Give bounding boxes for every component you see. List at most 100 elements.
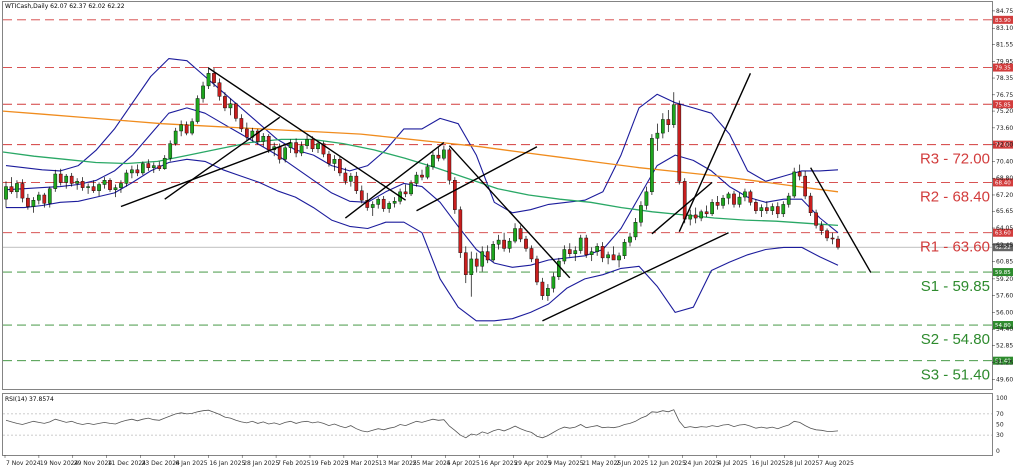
candle-body-116	[639, 205, 643, 223]
sma-green	[2, 138, 839, 227]
candle-body-41	[228, 103, 233, 109]
candle-body-149	[819, 225, 824, 231]
candle-body-73	[403, 191, 408, 195]
candle-body-133	[732, 193, 736, 205]
y-tick-label-2: 81.55	[996, 41, 1013, 48]
rsi-title: RSI(14) 37.8574	[5, 396, 54, 403]
candle-body-136	[748, 191, 753, 203]
candle-body-127	[699, 211, 704, 219]
x-tick-label-1: 19 Nov 2024	[40, 460, 79, 467]
x-tick-label-17: 21 May 2025	[582, 460, 621, 467]
candle-body-14	[80, 181, 85, 188]
x-tick-label-19: 12 Jun 2025	[650, 460, 686, 467]
level-label-r1: R1 - 63.60	[920, 239, 990, 256]
candle-body-62	[343, 172, 348, 182]
x-tick-label-10: 3 Mar 2025	[345, 460, 379, 467]
candle-body-122	[671, 104, 676, 125]
level-tag-text-s2: 54.80	[995, 323, 1011, 329]
candle-body-65	[359, 190, 364, 201]
x-tick-label-4: 23 Dec 2024	[142, 460, 181, 467]
candle-body-50	[277, 146, 282, 160]
candle-body-104	[573, 250, 578, 254]
rsi-pane-frame	[2, 393, 993, 456]
candle-body-96	[529, 248, 534, 260]
candle-body-69	[381, 198, 386, 209]
level-tag-text-r3: 72.00	[995, 143, 1011, 149]
y-tick-label-13: 64.05	[996, 225, 1013, 232]
candle-body-68	[376, 198, 381, 205]
candle-body-90	[496, 239, 501, 245]
x-tick-label-6: 16 Jan 2025	[209, 460, 245, 467]
candle-body-84	[463, 252, 468, 275]
candle-body-48	[266, 136, 271, 151]
candle-body-92	[507, 240, 512, 249]
x-tick-label-2: 29 Nov 2024	[74, 460, 113, 467]
y-tick-label-10: 68.80	[996, 175, 1013, 182]
y-tick-label-0: 84.75	[996, 8, 1013, 15]
bollinger-upper	[5, 58, 839, 214]
rsi-tick-label-1: 70	[996, 411, 1004, 418]
level-tag-r1	[993, 228, 1013, 237]
rsi-tick-label-4: 0	[996, 448, 1000, 455]
candle-body-28	[157, 165, 162, 169]
candle-body-8	[47, 188, 52, 204]
y-tick-label-7: 73.60	[996, 125, 1013, 132]
trendline-1	[164, 116, 281, 200]
x-tick-label-24: 7 Aug 2025	[819, 460, 854, 467]
y-tick-label-5: 76.75	[996, 92, 1013, 99]
candle-body-95	[524, 238, 528, 249]
x-tick-label-9: 19 Feb 2025	[311, 460, 349, 467]
rsi-tick-label-2: 50	[996, 422, 1004, 429]
candle-body-98	[540, 281, 545, 296]
candle-body-106	[584, 237, 589, 255]
x-tick-label-21: 4 Jul 2025	[718, 460, 748, 467]
trendline-0	[120, 141, 291, 208]
y-tick-label-8: 72.00	[996, 142, 1013, 149]
candle-body-150	[825, 230, 829, 239]
candle-body-82	[453, 180, 457, 210]
candle-body-140	[770, 206, 775, 211]
level-label-r2: R2 - 68.40	[920, 188, 990, 205]
candle-body-146	[803, 175, 808, 197]
level-label-s2: S2 - 54.80	[921, 331, 990, 348]
candle-body-113	[622, 241, 627, 257]
candle-body-123	[677, 104, 682, 182]
rsi-line	[5, 409, 839, 439]
y-tick-label-16: 59.20	[996, 276, 1013, 283]
trendline-5	[448, 145, 571, 279]
candle-body-17	[97, 184, 101, 191]
candle-body-110	[606, 254, 610, 259]
candle-body-128	[704, 211, 709, 215]
candle-body-46	[255, 130, 260, 142]
candle-body-80	[442, 149, 446, 159]
candle-body-47	[261, 136, 266, 142]
x-tick-label-22: 16 Jul 2025	[752, 460, 786, 467]
candle-body-31	[173, 130, 178, 144]
bollinger-middle	[5, 107, 839, 268]
candle-body-22	[124, 172, 129, 184]
candle-body-89	[491, 244, 495, 261]
x-tick-label-3: 11 Dec 2024	[108, 460, 147, 467]
level-tag-r3	[993, 140, 1013, 149]
x-tick-label-16: 9 May 2025	[548, 460, 583, 467]
y-tick-label-9: 70.40	[996, 158, 1013, 165]
candle-body-12	[69, 175, 74, 184]
candle-body-44	[244, 128, 249, 138]
trendline-7	[651, 181, 713, 235]
candle-body-147	[808, 195, 813, 214]
candle-body-131	[721, 197, 725, 206]
candle-body-81	[447, 149, 452, 181]
sma-orange	[2, 110, 839, 193]
x-tick-label-0: 7 Nov 2024	[6, 460, 41, 467]
candle-body-67	[370, 204, 375, 208]
level-tag-r2	[993, 178, 1013, 187]
candle-body-26	[146, 163, 151, 168]
candle-body-21	[119, 183, 123, 188]
candle-body-118	[650, 138, 654, 193]
x-tick-label-5: 6 Jan 2025	[175, 460, 207, 467]
candle-body-117	[644, 191, 649, 206]
candle-body-32	[179, 124, 184, 132]
level-tag-text-r1: 63.60	[995, 231, 1011, 237]
levels-layer: 83.90 79.35 75.85 72.00 68.40 63.60 59.85 54.80…	[3, 15, 1013, 365]
candle-body-114	[628, 236, 632, 243]
